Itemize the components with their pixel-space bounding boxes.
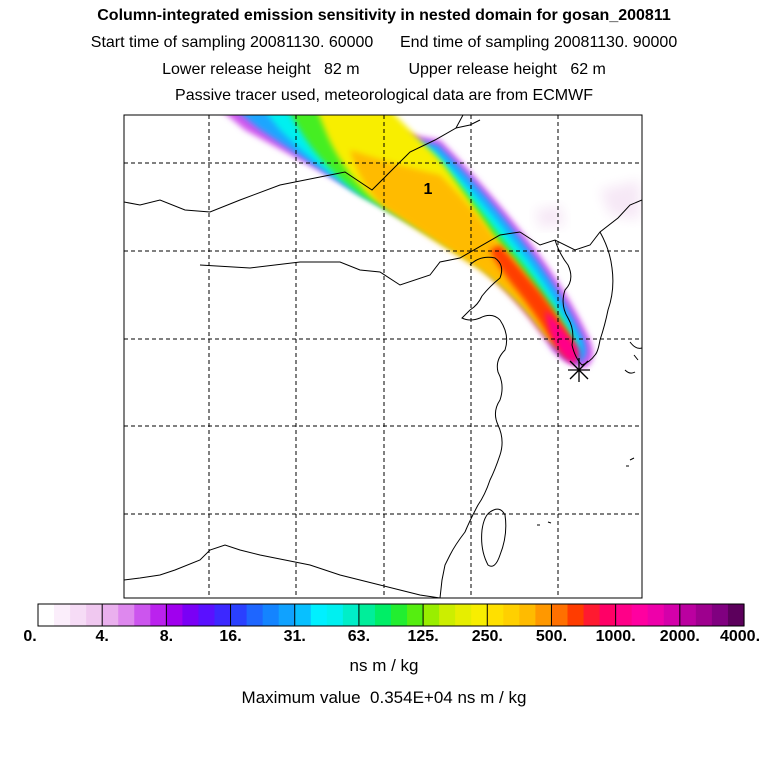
mongolia-east-border <box>455 119 481 129</box>
tracer-info-line: Passive tracer used, meteorological data… <box>175 87 593 104</box>
colorbar-tick-label: 4000. <box>719 628 761 645</box>
colorbar-swatch <box>679 604 697 626</box>
taiwan-outline <box>481 508 507 567</box>
colorbar-swatch <box>695 604 713 626</box>
release-height-line: Lower release height 82 m Upper release … <box>162 61 606 78</box>
inner-border-line <box>199 231 521 286</box>
sensitivity-plume <box>227 115 640 368</box>
colorbar-swatch <box>727 604 745 626</box>
colorbar-swatch <box>198 604 216 626</box>
colorbar-swatch <box>358 604 376 626</box>
plume-core-orange <box>350 150 562 346</box>
sampling-time-line: Start time of sampling 20081130. 60000 E… <box>90 34 678 51</box>
korea-east-coast <box>594 231 614 356</box>
northern-border-line <box>124 115 464 213</box>
colorbar-swatch <box>150 604 167 626</box>
map-frame <box>123 114 643 599</box>
maximum-value-text: Maximum value 0.354E+04 ns m / kg <box>241 688 527 707</box>
china-east-coast <box>439 319 508 598</box>
colorbar-swatch <box>471 604 488 626</box>
colorbar-swatch <box>535 604 553 626</box>
colorbar-swatch <box>615 604 633 626</box>
colorbar-tick-label: 500. <box>535 628 568 645</box>
colorbar-swatch <box>70 604 87 626</box>
colorbar-swatch <box>567 604 585 626</box>
colorbar-swatch <box>278 604 296 626</box>
colorbar-swatch <box>294 604 312 626</box>
colorbar-swatch <box>551 604 569 626</box>
colorbar-swatch <box>246 604 264 626</box>
faint-haze-center <box>535 205 565 228</box>
colorbar-tick-label: 31. <box>283 628 306 645</box>
colorbar-tick-label: 1000. <box>595 628 636 645</box>
japan-coast <box>624 341 642 374</box>
colorbar-tick-label: 2000. <box>659 628 700 645</box>
colorbar-swatch <box>487 604 504 626</box>
colorbar-swatch <box>118 604 135 626</box>
colorbar-swatch <box>711 604 729 626</box>
colorbar-swatch <box>342 604 360 626</box>
receptor-star-marker <box>568 358 590 382</box>
colorbar-swatch <box>423 604 440 626</box>
colorbar-tick-label: 0. <box>23 628 37 645</box>
cluster-label: 1 <box>424 181 433 198</box>
colorbar-tick-label: 4. <box>95 628 109 645</box>
colorbar-swatch <box>166 604 184 626</box>
plume-core-pink <box>545 310 580 364</box>
colorbar <box>37 603 745 627</box>
colorbar-border <box>37 603 745 627</box>
colorbar-tick-label: 16. <box>219 628 242 645</box>
colorbar-swatch <box>374 604 392 626</box>
colorbar-tick-label: 125. <box>407 628 439 645</box>
colorbar-swatch <box>102 604 119 626</box>
colorbar-swatch <box>38 604 55 626</box>
colorbar-tick-label: 8. <box>159 628 174 645</box>
faint-haze-east <box>600 180 640 220</box>
colorbar-swatch <box>214 604 232 626</box>
colorbar-swatch <box>391 604 408 626</box>
colorbar-swatch <box>182 604 200 626</box>
colorbar-swatch <box>455 604 472 626</box>
colorbar-swatch <box>631 604 649 626</box>
colorbar-tick-label: 250. <box>471 628 503 645</box>
korea-west-coast <box>554 239 596 366</box>
colorbar-swatch <box>407 604 424 626</box>
colorbar-swatch <box>439 604 456 626</box>
colorbar-swatch <box>503 604 520 626</box>
colorbar-swatch <box>326 604 344 626</box>
map-title: Column-integrated emission sensitivity i… <box>97 7 671 24</box>
colorbar-swatch <box>134 604 151 626</box>
colorbar-swatch <box>230 604 248 626</box>
colorbar-swatch <box>583 604 601 626</box>
colorbar-swatch <box>519 604 537 626</box>
korea-north-border <box>519 199 642 251</box>
colorbar-swatch <box>663 604 681 626</box>
colorbar-units: ns m / kg <box>349 656 419 675</box>
colorbar-tick-label: 63. <box>347 628 371 645</box>
colorbar-swatch <box>262 604 280 626</box>
colorbar-swatch <box>647 604 665 626</box>
grid-lines <box>124 115 642 598</box>
colorbar-swatch <box>599 604 617 626</box>
bohai-coast <box>461 256 503 321</box>
small-islands <box>537 457 635 526</box>
colorbar-swatch <box>86 604 103 626</box>
hainan-coast <box>124 544 441 598</box>
colorbar-swatch <box>54 604 71 626</box>
colorbar-swatch <box>310 604 328 626</box>
coastline-layer <box>124 115 642 598</box>
